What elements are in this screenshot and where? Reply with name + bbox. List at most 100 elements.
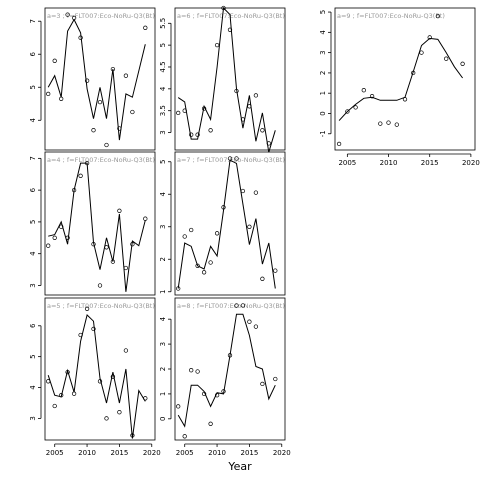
- series-line: [177, 313, 276, 428]
- data-point: [234, 156, 239, 161]
- data-point: [353, 105, 358, 110]
- x-tick-label: 2010: [208, 449, 226, 457]
- y-tick-label: -1: [319, 130, 327, 137]
- data-point: [110, 259, 116, 264]
- data-point: [260, 276, 265, 281]
- data-point: [84, 306, 90, 311]
- data-point: [46, 91, 51, 97]
- data-point: [52, 235, 57, 240]
- data-point: [227, 156, 233, 161]
- data-point: [104, 245, 109, 250]
- y-tick-label: 2: [319, 71, 327, 75]
- y-tick-label: 4: [29, 251, 37, 256]
- data-point: [247, 319, 252, 324]
- y-tick-label: 3: [159, 130, 167, 134]
- data-point: [435, 13, 441, 19]
- data-point: [260, 381, 265, 387]
- y-tick-label: 4: [319, 30, 327, 35]
- data-point: [208, 260, 213, 265]
- y-tick-label: 3.5: [159, 105, 167, 116]
- data-point: [46, 379, 51, 384]
- data-point: [419, 50, 424, 55]
- data-point: [46, 243, 51, 248]
- data-point: [110, 374, 116, 379]
- x-tick-label: 2005: [338, 159, 356, 167]
- panel-4: a=6 ; f=FLT007:Eco-NoRu-Q3(Bt) 3 3.5 4 4.5 5 5…: [159, 5, 286, 153]
- data-point: [444, 56, 449, 61]
- x-axis-label: Year: [227, 460, 252, 473]
- data-point: [52, 403, 57, 409]
- x-tick-label: 2010: [78, 449, 96, 457]
- data-point: [78, 332, 83, 338]
- data-point: [427, 35, 432, 40]
- panel-label: a=3 ; f=FLT007:Eco-NoRu-Q3(Bt): [47, 12, 155, 20]
- panel-frame: [44, 297, 156, 441]
- data-point: [240, 117, 246, 122]
- y-tick-label: 7: [29, 156, 37, 160]
- panel-label: a=4 ; f=FLT007:Eco-NoRu-Q3(Bt): [47, 156, 155, 164]
- data-point: [240, 188, 246, 194]
- data-point: [123, 348, 129, 353]
- data-point: [214, 393, 220, 398]
- y-tick-label: 3: [159, 225, 167, 229]
- data-point: [336, 141, 342, 147]
- data-point: [214, 42, 220, 48]
- y-tick-label: 6: [29, 51, 37, 56]
- data-point: [253, 190, 259, 195]
- data-point: [65, 369, 70, 375]
- data-point: [117, 208, 122, 213]
- panel-label: a=5 ; f=FLT007:Eco-NoRu-Q3(Bt): [47, 302, 155, 310]
- data-point: [143, 25, 148, 30]
- data-point: [97, 379, 103, 384]
- y-tick-label: 4: [159, 86, 167, 91]
- data-point: [201, 391, 207, 397]
- data-point: [260, 128, 265, 133]
- y-tick-label: 1: [159, 290, 167, 294]
- series-line: [177, 6, 276, 153]
- y-tick-label: 6: [29, 187, 37, 192]
- y-tick-label: 2: [159, 367, 167, 371]
- data-point: [394, 122, 399, 127]
- y-tick-label: 2: [159, 257, 167, 261]
- y-tick-label: 1: [159, 392, 167, 396]
- x-tick-label: 2020: [462, 159, 480, 167]
- x-tick-label: 2015: [421, 159, 439, 167]
- data-point: [273, 376, 278, 382]
- data-point: [266, 141, 271, 146]
- data-point: [195, 263, 200, 268]
- data-point: [143, 216, 148, 221]
- data-point: [273, 268, 278, 273]
- data-point: [345, 109, 350, 114]
- panel-frame: [44, 151, 156, 296]
- data-point: [189, 132, 194, 137]
- series-line: [177, 159, 276, 289]
- data-point: [221, 389, 226, 394]
- data-point: [117, 126, 122, 131]
- data-point: [201, 270, 207, 275]
- data-point: [117, 410, 122, 415]
- data-point: [176, 286, 181, 291]
- data-point: [59, 393, 64, 398]
- y-tick-label: 4: [159, 316, 167, 321]
- x-tick-label: 2015: [110, 449, 128, 457]
- data-point: [104, 416, 109, 421]
- data-point: [130, 242, 135, 247]
- data-point: [130, 109, 135, 115]
- data-point: [182, 108, 187, 113]
- data-point: [402, 97, 408, 102]
- series-line: [48, 162, 146, 292]
- y-tick-label: 5: [159, 43, 167, 47]
- data-point: [59, 96, 64, 101]
- data-point: [195, 132, 200, 137]
- data-point: [411, 70, 416, 76]
- data-point: [369, 94, 375, 99]
- panel-frame: [174, 7, 286, 151]
- panel-label: a=6 ; f=FLT007:Eco-NoRu-Q3(Bt): [177, 12, 285, 20]
- data-point: [176, 110, 181, 116]
- x-tick-label: 2020: [273, 449, 291, 457]
- data-point: [201, 106, 207, 111]
- data-point: [52, 58, 57, 63]
- data-point: [91, 326, 96, 332]
